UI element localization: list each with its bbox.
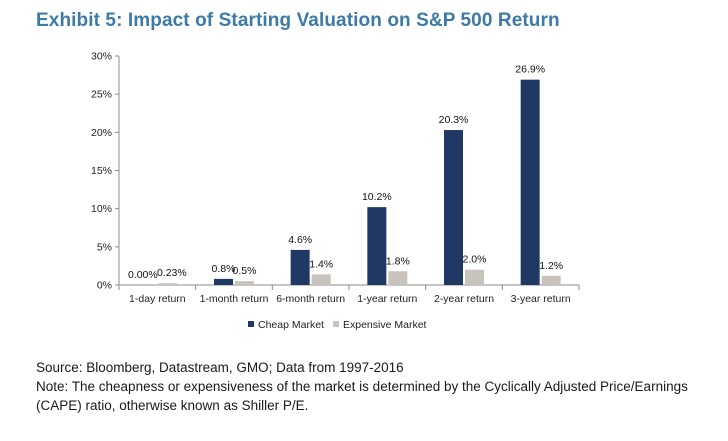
legend-label: Expensive Market: [343, 319, 427, 331]
x-category-label: 3-year return: [511, 293, 571, 305]
y-tick-label: 30%: [91, 51, 112, 63]
source-note: Source: Bloomberg, Datastream, GMO; Data…: [36, 360, 404, 375]
cape-note-line-2: (CAPE) ratio, otherwise known as Shiller…: [36, 398, 309, 413]
bar-chart: 0% 5% 10% 15% 20% 25% 30% 0.00% 0.23% 1-day retur…: [91, 51, 580, 331]
bar-expensive-market: [465, 269, 484, 285]
data-label-cheap-market: 0.00%: [128, 269, 158, 281]
bar-expensive-market: [388, 271, 408, 285]
y-tick-label: 0%: [97, 280, 112, 292]
data-label-expensive-market: 1.2%: [539, 260, 563, 272]
y-tick-label: 10%: [91, 203, 112, 215]
bar-cheap-market: [290, 249, 310, 285]
data-label-expensive-market: 0.5%: [233, 265, 257, 277]
x-category-label: 2-year return: [434, 293, 494, 305]
y-tick-label: 20%: [91, 127, 112, 139]
bar-expensive-market: [235, 281, 254, 285]
bar-cheap-market: [444, 130, 463, 285]
y-tick-label: 5%: [97, 241, 112, 253]
legend-swatch: [248, 321, 254, 327]
bar-expensive-market: [541, 275, 561, 285]
bar-cheap-market: [520, 79, 540, 285]
chart-footer: Source: Bloomberg, Datastream, GMO; Data…: [36, 358, 688, 415]
legend-label: Cheap Market: [258, 319, 324, 331]
cape-note-line-1: Note: The cheapness or expensiveness of …: [36, 379, 688, 394]
bar-expensive-market: [158, 283, 178, 285]
bar-expensive-market: [311, 274, 331, 285]
x-category-label: 1-day return: [129, 293, 186, 305]
legend-swatch: [333, 321, 339, 327]
data-label-expensive-market: 1.8%: [386, 255, 410, 267]
x-category-label: 1-year return: [357, 293, 417, 305]
chart-title: Exhibit 5: Impact of Starting Valuation …: [36, 10, 560, 31]
x-category-label: 1-month return: [200, 293, 269, 305]
bar-cheap-market: [214, 278, 233, 285]
y-tick-label: 25%: [91, 89, 112, 101]
data-label-cheap-market: 26.9%: [515, 64, 545, 76]
data-label-cheap-market: 20.3%: [439, 114, 469, 126]
data-label-expensive-market: 1.4%: [309, 258, 333, 270]
data-label-cheap-market: 10.2%: [362, 191, 392, 203]
x-category-label: 6-month return: [276, 293, 345, 305]
bar-cheap-market: [367, 207, 387, 285]
data-label-expensive-market: 0.23%: [157, 267, 187, 279]
data-label-cheap-market: 4.6%: [288, 234, 312, 246]
data-label-expensive-market: 2.0%: [463, 254, 487, 266]
y-tick-label: 15%: [91, 165, 112, 177]
data-label-cheap-market: 0.8%: [212, 263, 236, 275]
